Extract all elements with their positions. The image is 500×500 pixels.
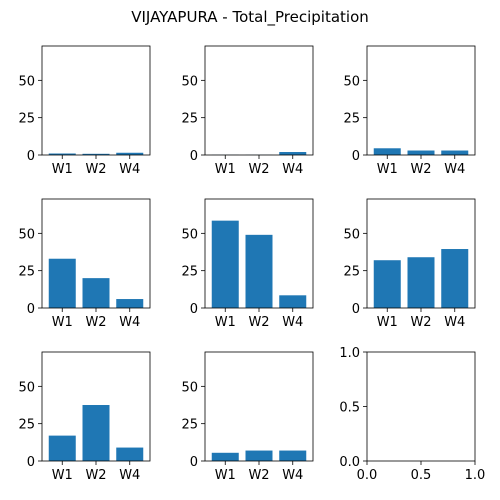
x-tick-label: W1 <box>215 315 236 330</box>
axes-frame <box>366 351 476 462</box>
y-tick-label: 25 <box>18 418 35 433</box>
y-tick-label: 0 <box>27 302 35 317</box>
subplot-3: W1 W2 W4 0 25 50 <box>343 45 476 177</box>
bar-w1 <box>48 153 76 155</box>
axes-frame <box>41 198 151 309</box>
x-tick-label: W2 <box>410 315 431 330</box>
x-tick-label: W2 <box>85 315 106 330</box>
y-tick-label: 25 <box>343 112 360 127</box>
y-tick-label: 50 <box>181 380 198 395</box>
y-tick-label: 0.0 <box>339 455 360 470</box>
x-tick-label: W1 <box>52 162 73 177</box>
subplot-6: W1 W2 W4 0 25 50 <box>343 198 476 330</box>
bar-w2 <box>82 153 110 155</box>
bar-w4 <box>441 150 469 155</box>
y-tick-label: 25 <box>18 112 35 127</box>
x-tick-label: W2 <box>85 468 106 483</box>
y-tick-label: 50 <box>181 74 198 89</box>
x-tick-label: W4 <box>282 162 303 177</box>
x-tick-label: W1 <box>52 468 73 483</box>
y-tick-label: 25 <box>181 112 198 127</box>
x-tick-label: W4 <box>282 315 303 330</box>
bar-w2 <box>407 257 435 308</box>
subplot-5: W1 W2 W4 0 25 50 <box>181 198 314 330</box>
x-tick-label: W1 <box>215 468 236 483</box>
bar-w1 <box>211 452 239 461</box>
y-tick-label: 25 <box>181 265 198 280</box>
y-tick-label: 0 <box>27 149 35 164</box>
y-tick-label: 50 <box>343 227 360 242</box>
x-tick-label: W2 <box>248 162 269 177</box>
subplot-grid: W1 W2 W4 0 25 50 W1 W2 W4 0 25 50 W1 W2 W4 0 25 50 W1 W2 W4 0… <box>18 45 485 483</box>
bar-w2 <box>245 234 273 308</box>
subplot-1: W1 W2 W4 0 25 50 <box>18 45 151 177</box>
y-tick-label: 0.5 <box>339 401 360 416</box>
axes-frame <box>366 198 476 309</box>
x-tick-label: W1 <box>52 315 73 330</box>
subplot-9: 0.0 0.5 1.0 0.0 0.5 1.0 <box>339 346 485 483</box>
bar-w4 <box>279 152 307 155</box>
axes-frame <box>204 45 314 156</box>
x-tick-label: W2 <box>85 162 106 177</box>
y-tick-label: 0 <box>190 302 198 317</box>
bar-w1 <box>48 258 76 308</box>
x-tick-label: W1 <box>377 315 398 330</box>
bar-w1 <box>211 220 239 308</box>
x-tick-label: W2 <box>248 315 269 330</box>
y-tick-label: 1.0 <box>339 346 360 361</box>
bar-w4 <box>116 447 144 461</box>
y-tick-label: 0 <box>352 149 360 164</box>
bar-w1 <box>373 260 401 308</box>
y-tick-label: 50 <box>343 74 360 89</box>
bar-w1 <box>373 148 401 155</box>
y-tick-label: 0 <box>352 302 360 317</box>
axes-frame <box>204 351 314 462</box>
x-tick-label: W4 <box>282 468 303 483</box>
bar-w4 <box>441 249 469 308</box>
subplot-7: W1 W2 W4 0 25 50 <box>18 351 151 483</box>
x-tick-label: 1.0 <box>465 468 486 483</box>
bar-w2 <box>407 150 435 155</box>
bar-w2 <box>82 278 110 308</box>
axes-frame <box>41 351 151 462</box>
y-tick-label: 50 <box>18 227 35 242</box>
y-tick-label: 25 <box>18 265 35 280</box>
y-tick-label: 0 <box>190 149 198 164</box>
y-tick-label: 50 <box>181 227 198 242</box>
y-tick-label: 50 <box>18 74 35 89</box>
subplot-2: W1 W2 W4 0 25 50 <box>181 45 314 177</box>
bar-w4 <box>116 152 144 155</box>
x-tick-label: W1 <box>377 162 398 177</box>
axes-frame <box>366 45 476 156</box>
subplot-4: W1 W2 W4 0 25 50 <box>18 198 151 330</box>
y-tick-label: 0 <box>190 455 198 470</box>
x-tick-label: W4 <box>444 162 465 177</box>
x-tick-label: 0.5 <box>411 468 432 483</box>
figure-title: VIJAYAPURA - Total_Precipitation <box>131 8 369 27</box>
y-tick-label: 50 <box>18 380 35 395</box>
x-tick-label: W1 <box>215 162 236 177</box>
bar-w4 <box>279 450 307 461</box>
x-tick-label: W4 <box>119 315 140 330</box>
subplot-8: W1 W2 W4 0 25 50 <box>181 351 314 483</box>
y-tick-label: 0 <box>27 455 35 470</box>
x-tick-label: 0.0 <box>357 468 378 483</box>
bar-w2 <box>245 450 273 461</box>
bar-w2 <box>82 405 110 461</box>
y-tick-label: 25 <box>343 265 360 280</box>
y-tick-label: 25 <box>181 418 198 433</box>
x-tick-label: W4 <box>119 468 140 483</box>
x-tick-label: W4 <box>444 315 465 330</box>
axes-frame <box>41 45 151 156</box>
x-tick-label: W2 <box>248 468 269 483</box>
x-tick-label: W2 <box>410 162 431 177</box>
x-tick-label: W4 <box>119 162 140 177</box>
bar-w1 <box>48 435 76 461</box>
axes-frame <box>204 198 314 309</box>
bar-w4 <box>116 299 144 308</box>
bar-w4 <box>279 295 307 308</box>
